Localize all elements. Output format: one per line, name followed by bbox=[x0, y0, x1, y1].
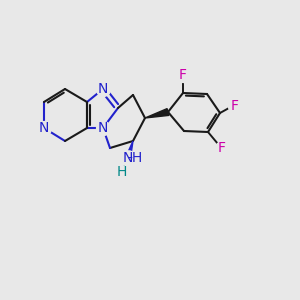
Polygon shape bbox=[145, 109, 169, 118]
Polygon shape bbox=[126, 141, 133, 159]
Text: N: N bbox=[98, 121, 108, 135]
Text: F: F bbox=[231, 99, 239, 113]
Text: F: F bbox=[218, 141, 226, 155]
Text: H: H bbox=[117, 165, 127, 179]
Text: N: N bbox=[123, 151, 133, 165]
Text: N: N bbox=[39, 121, 49, 135]
Text: F: F bbox=[179, 68, 187, 82]
Text: N: N bbox=[98, 82, 108, 96]
Text: -H: -H bbox=[128, 151, 142, 165]
